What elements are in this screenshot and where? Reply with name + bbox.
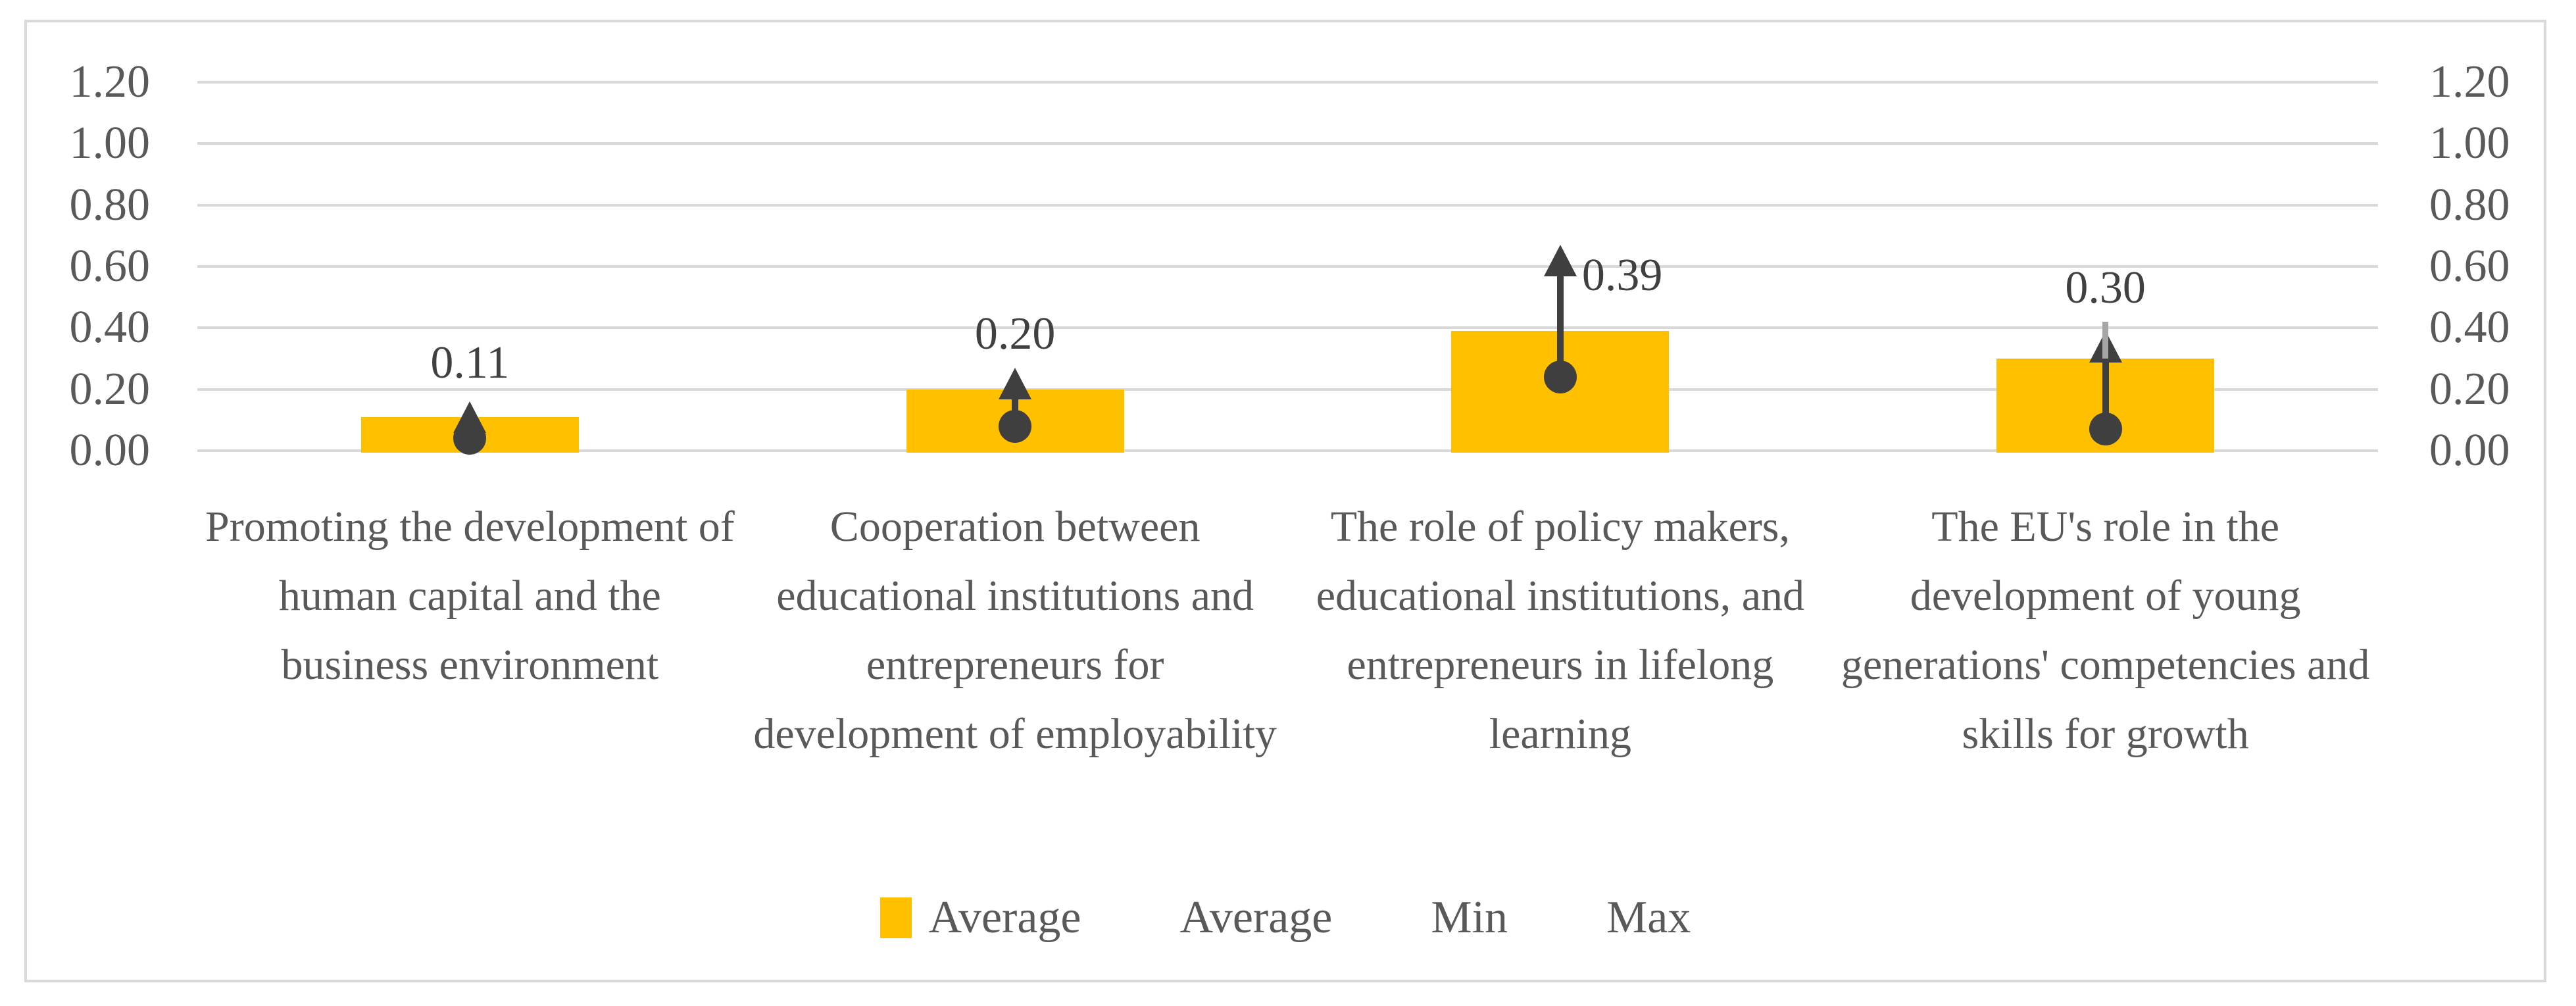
chart-legend: Average Average Min Max: [24, 892, 2546, 943]
legend-item: Average: [1179, 893, 1332, 942]
y-axis-tick-label-right: 1.00: [2429, 118, 2510, 169]
gridline: [197, 449, 2378, 452]
max-arrow-head: [1543, 245, 1577, 277]
y-axis-tick-label-right: 0.20: [2429, 363, 2510, 415]
gridline: [197, 142, 2378, 145]
y-axis-tick-label-left: 0.00: [69, 425, 151, 476]
data-label: 0.30: [2065, 262, 2146, 313]
category-label: Cooperation between educational institut…: [753, 503, 1277, 758]
data-label: 0.11: [430, 337, 510, 388]
legend-label: Average: [1179, 892, 1333, 943]
y-axis-tick-label-right: 1.20: [2429, 56, 2510, 107]
min-dot: [1543, 360, 1577, 393]
min-dot: [2089, 413, 2122, 446]
y-axis-tick-label-right: 0.40: [2429, 302, 2510, 353]
min-dot: [453, 422, 487, 455]
max-arrow-shaft: [2102, 358, 2109, 430]
gridline: [197, 203, 2378, 207]
legend-item: Max: [1606, 893, 1691, 942]
gridline: [197, 326, 2378, 330]
y-axis-tick-label-left: 0.80: [69, 179, 151, 230]
max-arrow-shaft: [1556, 272, 1564, 377]
category-label: The EU's role in the development of youn…: [1841, 503, 2370, 758]
max-arrow-head: [999, 367, 1032, 399]
y-axis-tick-label-left: 0.60: [69, 240, 151, 291]
data-label: 0.39: [1581, 249, 1663, 301]
y-axis-tick-label-left: 1.20: [69, 56, 151, 107]
legend-item: Average: [879, 892, 1081, 943]
legend-swatch-square-icon: [879, 897, 912, 938]
y-axis-tick-label-left: 0.40: [69, 302, 151, 353]
y-axis-tick-label-left: 0.20: [69, 363, 151, 415]
category-label: Promoting the development of human capit…: [205, 503, 735, 689]
chart-outer-frame: [24, 20, 2546, 982]
max-whisker-line: [2102, 321, 2109, 359]
legend-label: Average: [928, 892, 1081, 943]
y-axis-tick-label-right: 0.00: [2429, 425, 2510, 476]
min-dot: [999, 409, 1032, 443]
data-label: 0.20: [974, 308, 1056, 359]
y-axis-tick-label-right: 0.60: [2429, 240, 2510, 291]
legend-label: Min: [1431, 892, 1508, 943]
y-axis-tick-label-left: 1.00: [69, 118, 151, 169]
gridline: [197, 80, 2378, 84]
category-label: The role of policy makers, educational i…: [1316, 503, 1805, 758]
gridline: [197, 264, 2378, 268]
legend-label: Max: [1606, 892, 1691, 943]
legend-item: Min: [1431, 893, 1508, 942]
y-axis-tick-label-right: 0.80: [2429, 179, 2510, 230]
gridline: [197, 388, 2378, 391]
